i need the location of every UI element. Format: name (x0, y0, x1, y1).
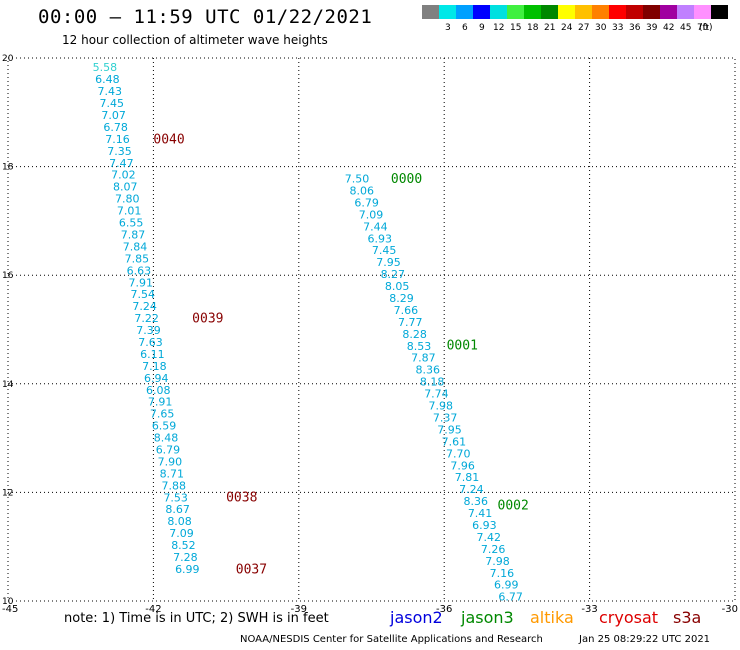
wave-height-value: 6.99 (175, 563, 200, 576)
satellite-legend-item: altika (530, 608, 574, 627)
pass-label: 0002 (498, 498, 529, 513)
pass-label: 0039 (192, 312, 223, 327)
pass-label: 0038 (226, 491, 257, 506)
satellite-legend-item: jason2 (390, 608, 443, 627)
wave-height-value: 6.77 (498, 591, 523, 604)
generated-timestamp: Jan 25 08:29:22 UTC 2021 (579, 634, 710, 645)
pass-label: 0040 (153, 132, 184, 147)
pass-label: 0000 (391, 172, 422, 187)
lat-tick-label: 18 (2, 163, 14, 173)
lon-tick-label: -30 (722, 604, 738, 615)
lat-tick-label: 12 (2, 488, 13, 498)
credit-text: NOAA/NESDIS Center for Satellite Applica… (240, 634, 543, 645)
east-track: 7.508.066.797.097.446.937.457.958.278.05… (345, 173, 523, 604)
lat-tick-label: 16 (2, 271, 14, 281)
satellite-legend-item: cryosat (599, 608, 658, 627)
lon-tick-label: -33 (581, 604, 597, 615)
lat-tick-label: 14 (2, 380, 14, 390)
satellite-legend-item: s3a (673, 608, 701, 627)
lat-tick-label: 20 (2, 54, 14, 64)
satellite-legend-item: jason3 (461, 608, 514, 627)
footer-note: note: 1) Time is in UTC; 2) SWH is in fe… (64, 611, 329, 626)
pass-label: 0001 (447, 339, 478, 354)
pass-label: 0037 (236, 562, 267, 577)
lat-tick-label: 10 (2, 597, 14, 607)
